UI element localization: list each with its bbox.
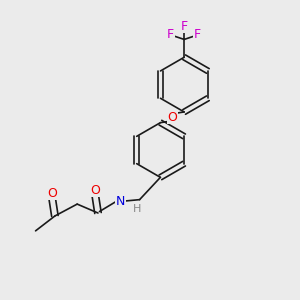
Text: O: O bbox=[167, 111, 177, 124]
Text: O: O bbox=[47, 187, 57, 200]
Text: N: N bbox=[116, 195, 125, 208]
Text: F: F bbox=[194, 28, 201, 41]
Text: H: H bbox=[132, 204, 141, 214]
Text: O: O bbox=[90, 184, 100, 196]
Text: F: F bbox=[181, 20, 188, 33]
Text: F: F bbox=[167, 28, 174, 41]
